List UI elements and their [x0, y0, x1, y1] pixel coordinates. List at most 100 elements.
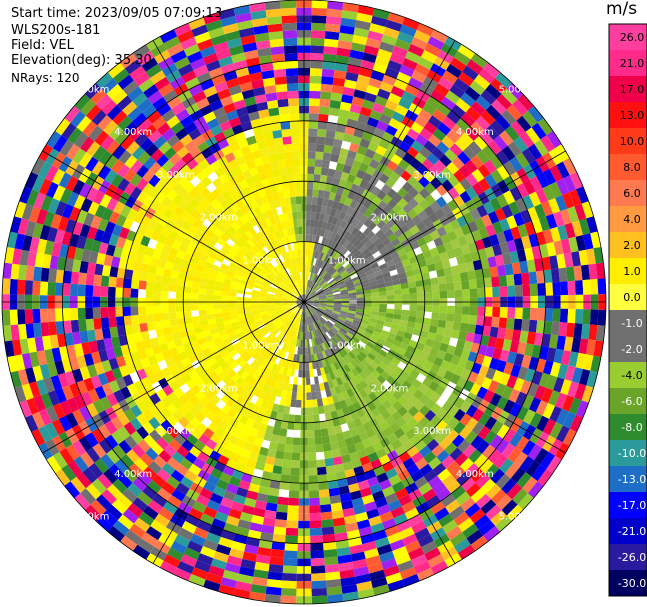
velocity-gate — [327, 114, 339, 124]
velocity-gate — [344, 197, 353, 207]
velocity-gate — [333, 70, 347, 80]
velocity-gate — [326, 247, 333, 256]
velocity-gate — [356, 145, 368, 156]
velocity-gate — [330, 92, 343, 102]
velocity-gate — [384, 67, 400, 79]
velocity-gate — [323, 263, 330, 271]
velocity-gate — [349, 199, 358, 210]
velocity-gate — [408, 198, 419, 209]
velocity-gate — [349, 142, 360, 153]
velocity-gate — [424, 182, 436, 195]
velocity-gate — [320, 261, 326, 269]
velocity-gate — [436, 102, 452, 117]
velocity-gate — [455, 98, 471, 113]
velocity-gate — [351, 227, 360, 237]
velocity-gate — [319, 244, 325, 253]
velocity-gate — [310, 45, 325, 54]
velocity-gate — [496, 93, 513, 110]
velocity-gate — [342, 133, 354, 143]
velocity-gate — [495, 72, 512, 89]
velocity-gate — [348, 57, 363, 68]
velocity-gate — [379, 173, 390, 184]
velocity-gate — [363, 199, 373, 209]
velocity-gate — [480, 89, 497, 105]
velocity-gate — [306, 196, 313, 205]
colorbar-tick-label: 10.0 — [620, 135, 645, 148]
velocity-gate — [339, 101, 352, 112]
velocity-gate — [428, 165, 441, 178]
velocity-gate — [313, 174, 321, 183]
velocity-gate — [364, 239, 373, 249]
velocity-gate — [372, 152, 384, 163]
velocity-gate — [340, 248, 349, 257]
velocity-gate — [392, 45, 408, 58]
colorbar-tick-label: -21.0 — [618, 525, 646, 538]
velocity-gate — [311, 22, 326, 31]
velocity-gate — [369, 234, 379, 244]
velocity-gate — [393, 165, 406, 177]
velocity-gate — [355, 121, 367, 132]
velocity-gate — [343, 231, 351, 240]
velocity-gate — [312, 181, 320, 190]
velocity-gate — [312, 265, 317, 274]
velocity-gate — [344, 125, 356, 136]
colorbar-tick-label: 1.0 — [623, 265, 641, 278]
velocity-gate — [377, 88, 391, 100]
velocity-gate — [346, 233, 355, 243]
velocity-gate — [367, 30, 384, 42]
velocity-gate — [347, 224, 356, 234]
velocity-gate — [323, 46, 338, 55]
velocity-gate — [430, 89, 446, 103]
velocity-gate — [372, 102, 385, 114]
velocity-gate — [379, 41, 395, 53]
velocity-gate — [399, 64, 415, 78]
velocity-gate — [459, 132, 474, 147]
velocity-gate — [326, 8, 343, 18]
velocity-gate — [325, 23, 341, 33]
velocity-gate — [375, 229, 385, 239]
velocity-gate — [399, 24, 417, 37]
velocity-gate — [356, 186, 366, 196]
velocity-gate — [316, 251, 322, 260]
velocity-gate — [449, 143, 463, 157]
velocity-gate — [432, 128, 447, 142]
velocity-gate — [325, 276, 333, 283]
velocity-gate — [444, 148, 458, 162]
velocity-gate — [353, 238, 362, 248]
velocity-gate — [469, 80, 486, 96]
velocity-gate — [328, 107, 340, 117]
velocity-gate — [313, 219, 320, 228]
velocity-gate — [346, 118, 358, 129]
velocity-gate — [324, 137, 335, 147]
velocity-gate — [341, 188, 351, 198]
velocity-gate — [336, 47, 351, 57]
velocity-gate — [436, 141, 450, 155]
velocity-gate — [335, 244, 343, 253]
velocity-gate — [330, 269, 337, 276]
velocity-gate — [314, 212, 321, 221]
velocity-gate — [309, 83, 322, 92]
velocity-gate — [315, 267, 321, 275]
velocity-gate — [328, 267, 336, 275]
velocity-gate — [336, 186, 345, 196]
velocity-gate — [330, 240, 337, 249]
velocity-gate — [332, 138, 343, 148]
velocity-gate — [406, 128, 420, 141]
velocity-gate — [327, 266, 334, 274]
velocity-gate — [318, 113, 329, 123]
velocity-gate — [341, 204, 350, 214]
velocity-gate — [329, 207, 337, 217]
velocity-gate — [311, 15, 327, 24]
velocity-gate — [311, 273, 316, 282]
velocity-gate — [323, 53, 337, 63]
velocity-gate — [383, 26, 400, 39]
velocity-gate — [307, 272, 310, 280]
velocity-gate — [407, 175, 419, 187]
velocity-gate — [414, 63, 431, 77]
velocity-gate — [334, 209, 342, 219]
velocity-gate — [359, 224, 368, 234]
velocity-gate — [361, 155, 373, 166]
velocity-gate — [485, 83, 502, 100]
velocity-gate — [350, 183, 360, 193]
velocity-gate — [331, 146, 341, 156]
